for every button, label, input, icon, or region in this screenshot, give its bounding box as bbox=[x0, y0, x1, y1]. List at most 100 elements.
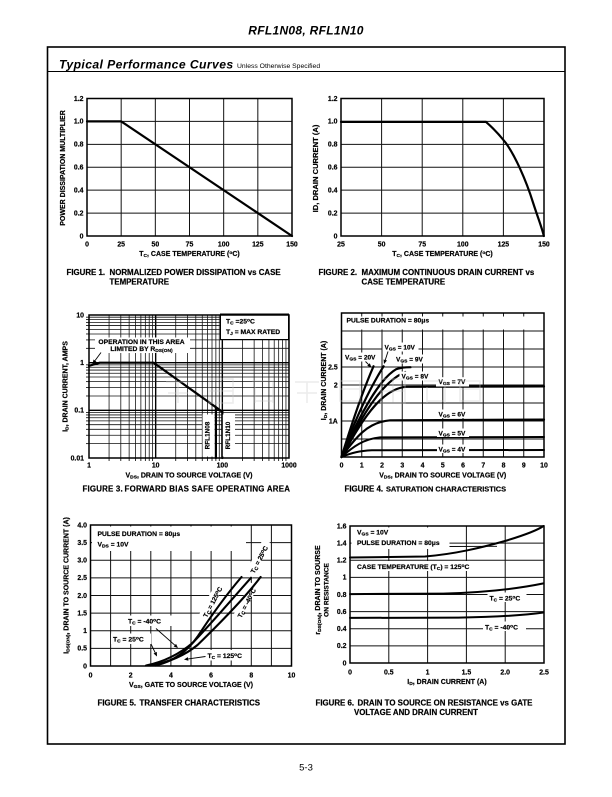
svg-text:100: 100 bbox=[218, 242, 230, 249]
svg-text:VDS, DRAIN TO SOURCE VOLTAGE (: VDS, DRAIN TO SOURCE VOLTAGE (V) bbox=[379, 473, 506, 481]
svg-text:0.2: 0.2 bbox=[337, 643, 347, 650]
svg-text:5-3: 5-3 bbox=[299, 763, 313, 774]
svg-text:POWER DISSIPATION MULTIPLIER: POWER DISSIPATION MULTIPLIER bbox=[60, 110, 67, 226]
svg-text:9: 9 bbox=[522, 463, 526, 470]
svg-text:6: 6 bbox=[461, 463, 465, 470]
svg-text:0: 0 bbox=[85, 242, 89, 249]
svg-text:125: 125 bbox=[252, 242, 264, 249]
svg-text:1.0: 1.0 bbox=[328, 119, 338, 126]
svg-text:FIGURE 3.: FIGURE 3. bbox=[83, 485, 123, 494]
svg-text:FIGURE 6.: FIGURE 6. bbox=[316, 699, 355, 708]
svg-text:NORMALIZED POWER DISSIPATION v: NORMALIZED POWER DISSIPATION vs CASE bbox=[110, 268, 281, 277]
svg-text:ID, DRAIN CURRENT (A): ID, DRAIN CURRENT (A) bbox=[321, 341, 329, 420]
svg-text:1A: 1A bbox=[329, 418, 338, 425]
svg-text:1.5: 1.5 bbox=[462, 670, 472, 677]
svg-text:0: 0 bbox=[89, 673, 93, 680]
svg-text:125: 125 bbox=[498, 242, 510, 249]
svg-text:100: 100 bbox=[217, 463, 229, 470]
svg-text:1.4: 1.4 bbox=[337, 540, 347, 547]
svg-text:3.0: 3.0 bbox=[77, 558, 87, 565]
svg-text:PULSE DURATION = 80μs: PULSE DURATION = 80μs bbox=[98, 531, 181, 538]
svg-text:0.2: 0.2 bbox=[74, 210, 84, 217]
svg-text:1: 1 bbox=[426, 670, 430, 677]
svg-text:50: 50 bbox=[378, 242, 386, 249]
svg-text:0.01: 0.01 bbox=[71, 455, 85, 462]
svg-text:0: 0 bbox=[80, 233, 84, 240]
svg-text:25: 25 bbox=[337, 242, 345, 249]
svg-text:150: 150 bbox=[286, 242, 298, 249]
svg-text:2: 2 bbox=[380, 463, 384, 470]
svg-text:CASE TEMPERATURE: CASE TEMPERATURE bbox=[362, 277, 446, 286]
svg-text:1: 1 bbox=[87, 463, 91, 470]
svg-text:Typical Performance Curves: Typical Performance Curves bbox=[59, 58, 234, 72]
svg-text:VGS = 5V: VGS = 5V bbox=[439, 431, 466, 439]
svg-text:DRAIN TO SOURCE ON RESISTANCE: DRAIN TO SOURCE ON RESISTANCE vs GATE bbox=[358, 699, 533, 708]
svg-text:2.5: 2.5 bbox=[328, 364, 338, 371]
svg-text:TC, CASE TEMPERATURE (oC): TC, CASE TEMPERATURE (oC) bbox=[139, 251, 240, 259]
svg-text:4: 4 bbox=[169, 673, 173, 680]
svg-text:ID, DRAIN CURRENT (A): ID, DRAIN CURRENT (A) bbox=[407, 679, 486, 687]
svg-text:1000: 1000 bbox=[281, 463, 296, 470]
svg-text:VGS = 4V: VGS = 4V bbox=[439, 447, 466, 455]
svg-text:FIGURE 4.: FIGURE 4. bbox=[345, 485, 384, 494]
svg-text:75: 75 bbox=[418, 242, 426, 249]
svg-text:ID, DRAIN CURRENT (A): ID, DRAIN CURRENT (A) bbox=[311, 124, 320, 212]
svg-text:1: 1 bbox=[343, 575, 347, 582]
svg-text:OPERATION IN THIS AREA: OPERATION IN THIS AREA bbox=[98, 339, 184, 346]
svg-text:0: 0 bbox=[348, 670, 352, 677]
svg-text:IDS(ON), DRAIN TO SOURCE CURRE: IDS(ON), DRAIN TO SOURCE CURRENT (A) bbox=[64, 517, 72, 654]
svg-text:0: 0 bbox=[340, 463, 344, 470]
svg-text:0.8: 0.8 bbox=[328, 142, 338, 149]
svg-text:7: 7 bbox=[481, 463, 485, 470]
svg-text:1.5: 1.5 bbox=[77, 610, 87, 617]
svg-text:75: 75 bbox=[186, 242, 194, 249]
svg-text:RFL1N08: RFL1N08 bbox=[205, 421, 212, 449]
svg-text:25: 25 bbox=[117, 242, 125, 249]
svg-text:0: 0 bbox=[83, 663, 87, 670]
svg-text:VGS, GATE TO SOURCE VOLTAGE (V: VGS, GATE TO SOURCE VOLTAGE (V) bbox=[129, 682, 253, 690]
svg-text:0: 0 bbox=[343, 660, 347, 667]
svg-text:10: 10 bbox=[76, 312, 84, 319]
svg-text:10: 10 bbox=[288, 673, 296, 680]
svg-text:1: 1 bbox=[83, 628, 87, 635]
svg-text:2.0: 2.0 bbox=[500, 670, 510, 677]
svg-text:RFL1N08, RFL1N10: RFL1N08, RFL1N10 bbox=[248, 24, 364, 38]
svg-text:1: 1 bbox=[80, 360, 84, 367]
svg-text:TC, CASE TEMPERATURE (oC): TC, CASE TEMPERATURE (oC) bbox=[392, 251, 493, 259]
svg-text:1.0: 1.0 bbox=[74, 119, 84, 126]
svg-text:SATURATION CHARACTERISTICS: SATURATION CHARACTERISTICS bbox=[386, 485, 506, 494]
svg-text:1.2: 1.2 bbox=[74, 96, 84, 103]
svg-text:6: 6 bbox=[209, 673, 213, 680]
svg-text:150: 150 bbox=[538, 242, 550, 249]
svg-text:4: 4 bbox=[421, 463, 425, 470]
svg-text:PULSE DURATION = 80μs: PULSE DURATION = 80μs bbox=[357, 540, 440, 547]
svg-text:FIGURE 1.: FIGURE 1. bbox=[67, 268, 106, 277]
svg-text:PULSE DURATION = 80μs: PULSE DURATION = 80μs bbox=[347, 318, 430, 325]
svg-text:10: 10 bbox=[540, 463, 548, 470]
svg-text:MAXIMUM CONTINUOUS DRAIN CURRE: MAXIMUM CONTINUOUS DRAIN CURRENT vs bbox=[362, 268, 535, 277]
svg-text:8: 8 bbox=[502, 463, 506, 470]
svg-text:0.6: 0.6 bbox=[328, 165, 338, 172]
svg-text:0.2: 0.2 bbox=[328, 210, 338, 217]
svg-text:3: 3 bbox=[400, 463, 404, 470]
svg-text:VGS = 6V: VGS = 6V bbox=[439, 412, 466, 420]
svg-text:0.8: 0.8 bbox=[337, 592, 347, 599]
svg-text:0.4: 0.4 bbox=[328, 187, 338, 194]
svg-text:100: 100 bbox=[457, 242, 469, 249]
svg-text:1: 1 bbox=[360, 463, 364, 470]
svg-text:0.8: 0.8 bbox=[74, 142, 84, 149]
svg-text:2: 2 bbox=[334, 382, 338, 389]
svg-text:Unless Otherwise Specified: Unless Otherwise Specified bbox=[237, 63, 320, 70]
svg-text:ON RESISTANCE: ON RESISTANCE bbox=[324, 563, 331, 617]
svg-text:1.6: 1.6 bbox=[337, 523, 347, 530]
svg-text:1.2: 1.2 bbox=[328, 96, 338, 103]
svg-text:2.0: 2.0 bbox=[77, 593, 87, 600]
svg-text:0.1: 0.1 bbox=[74, 408, 84, 415]
svg-text:CASE TEMPERATURE (TC) = 125oC: CASE TEMPERATURE (TC) = 125oC bbox=[357, 564, 470, 572]
svg-text:0.4: 0.4 bbox=[337, 626, 347, 633]
svg-text:ID, DRAIN CURRENT, AMPS: ID, DRAIN CURRENT, AMPS bbox=[63, 341, 71, 432]
svg-text:RFL1N10: RFL1N10 bbox=[225, 421, 232, 449]
svg-text:FIGURE 5.: FIGURE 5. bbox=[98, 699, 137, 708]
svg-text:0.6: 0.6 bbox=[337, 609, 347, 616]
svg-text:2: 2 bbox=[129, 673, 133, 680]
